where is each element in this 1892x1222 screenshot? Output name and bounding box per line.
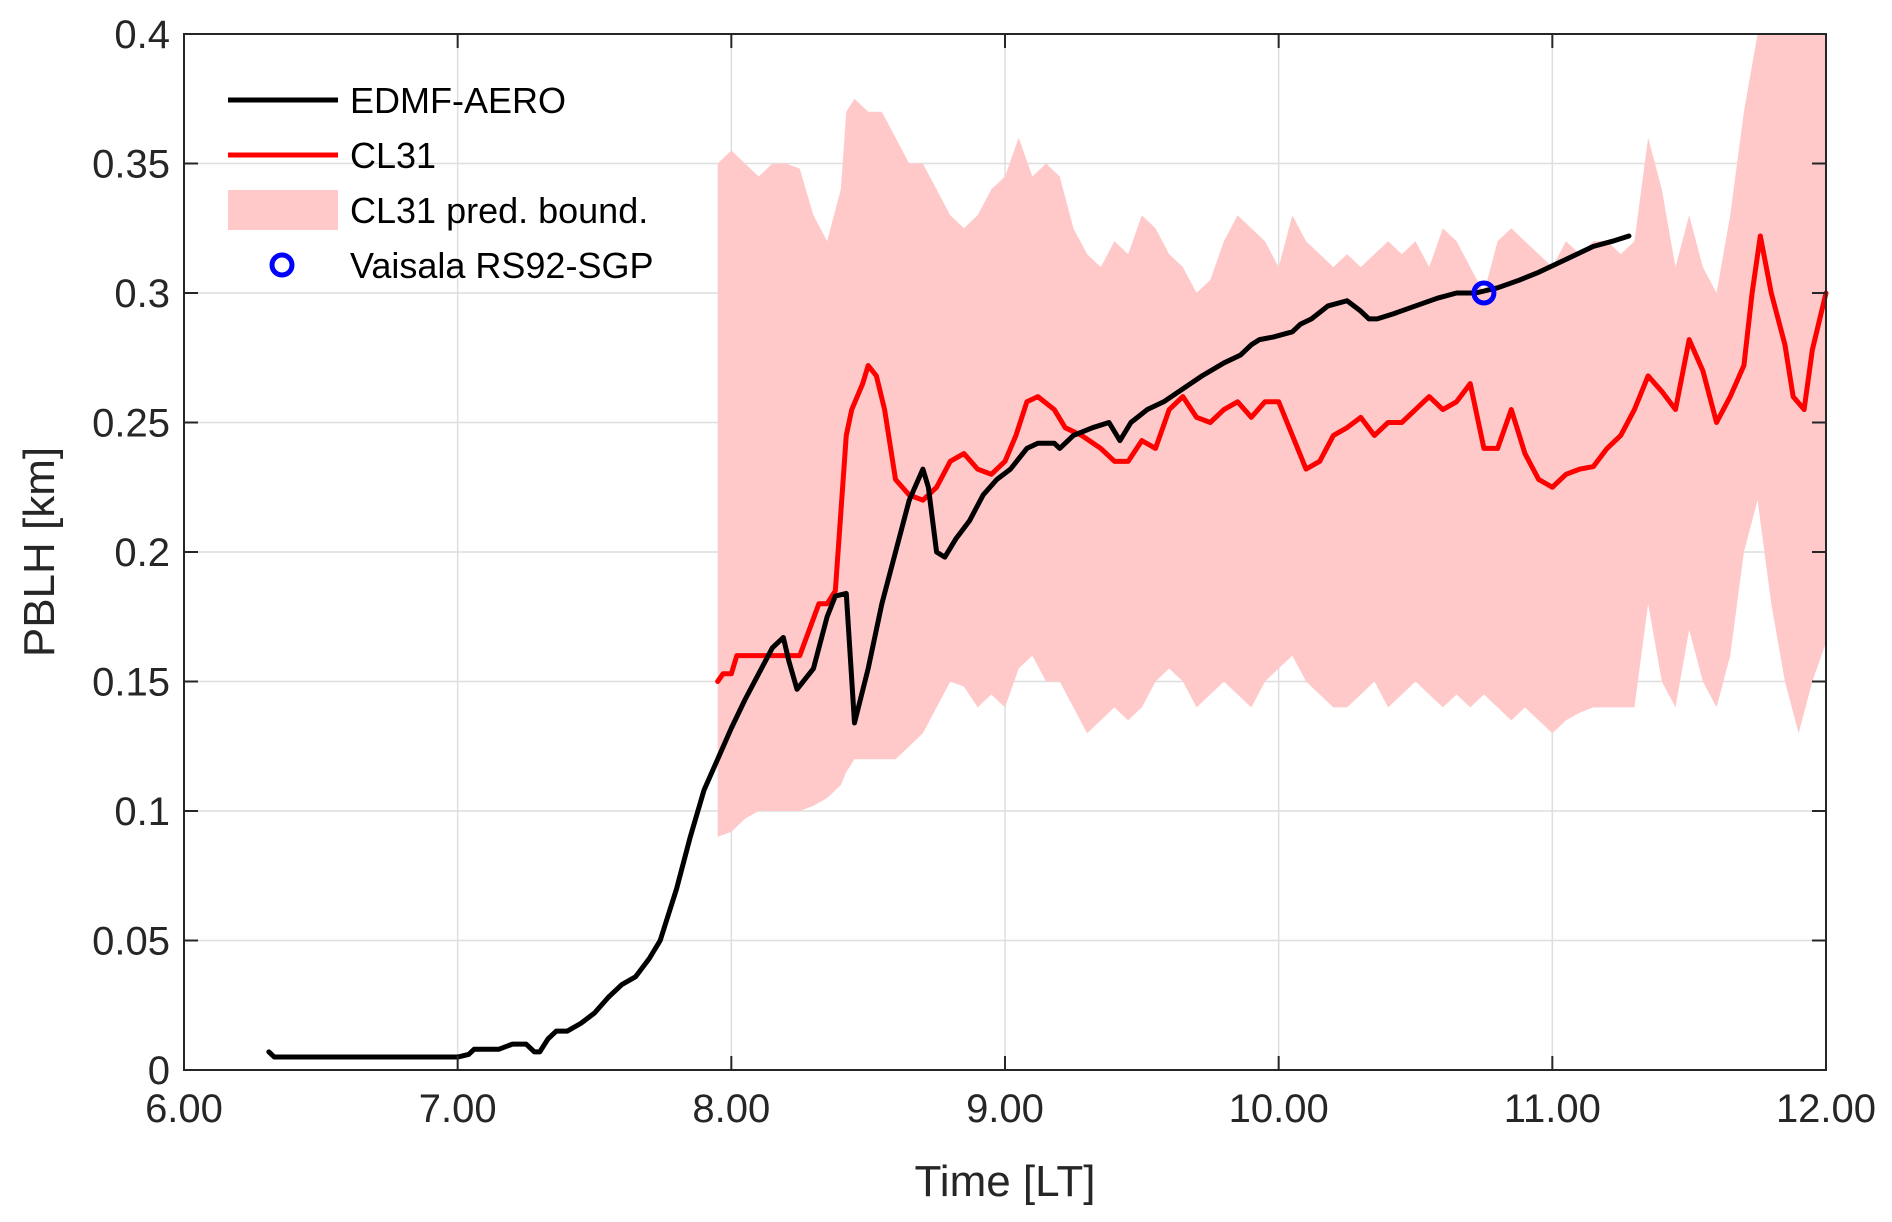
x-tick-label-6: 12.00 [1776,1087,1876,1131]
legend-label-rs92: Vaisala RS92-SGP [350,245,653,286]
legend-item-band: CL31 pred. bound. [228,190,648,231]
legend-item-edmf: EDMF-AERO [228,80,566,121]
series-cl31-prediction-band [717,34,1826,837]
marker-layer [1471,280,1497,306]
series-line-cl31 [715,233,1829,684]
x-tick-label-0: 6.00 [145,1087,223,1131]
x-tick-label-5: 11.00 [1504,1087,1601,1131]
x-tick-label-4: 10.00 [1229,1087,1329,1131]
x-tick-label-2: 8.00 [692,1087,770,1131]
series-line-edmf [266,233,1632,1060]
legend-swatch-rs92 [269,252,295,278]
y-tick-label-6: 0.3 [114,272,170,316]
y-tick-label-0: 0 [148,1049,170,1093]
axis-ticks: 6.00 7.00 8.00 9.00 10.00 11.00 12.00 0 0.05 0.1 0… [92,13,1876,1131]
legend-label-band: CL31 pred. bound. [350,190,648,231]
series-layer [266,233,1829,1060]
y-tick-label-7: 0.35 [92,143,170,187]
marker-rs92-0 [1471,280,1497,306]
y-tick-label-5: 0.25 [92,402,170,446]
legend-label-edmf: EDMF-AERO [350,80,566,121]
legend: EDMF-AERO CL31 CL31 pred. bound. Vaisala RS… [228,80,653,286]
legend-label-cl31: CL31 [350,135,436,176]
legend-item-rs92: Vaisala RS92-SGP [269,245,653,286]
y-tick-label-3: 0.15 [92,661,170,705]
legend-swatch-band [228,190,338,230]
y-axis-label: PBLH [km] [15,447,64,657]
y-tick-label-8: 0.4 [114,13,170,57]
legend-item-cl31: CL31 [228,135,436,176]
x-tick-label-1: 7.00 [419,1087,497,1131]
band-layer [717,34,1826,837]
x-tick-label-3: 9.00 [966,1087,1044,1131]
y-tick-label-2: 0.1 [114,790,170,834]
x-axis-label: Time [LT] [915,1157,1096,1206]
y-tick-label-1: 0.05 [92,920,170,964]
y-tick-label-4: 0.2 [114,531,170,575]
